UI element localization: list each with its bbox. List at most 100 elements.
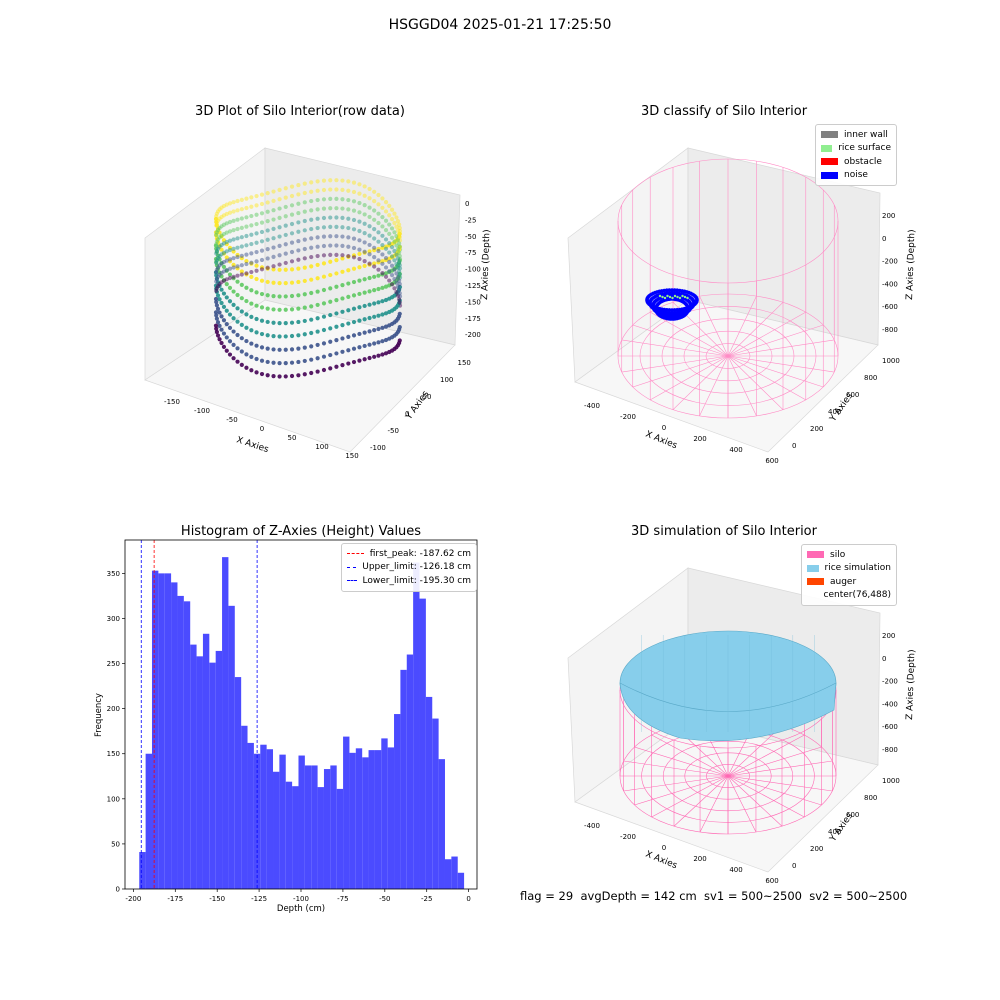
raw-point [271, 267, 276, 272]
raw-point [321, 274, 327, 279]
raw-point [271, 264, 276, 269]
raw-point [244, 243, 249, 248]
classify-3d-axes-box [567, 147, 881, 453]
silo-floor-spoke [727, 760, 833, 777]
raw-point [231, 302, 236, 307]
raw-point [244, 298, 249, 304]
raw-point [387, 256, 392, 261]
sim-z-tick-label: -400 [882, 700, 898, 708]
raw-point [259, 371, 265, 377]
raw-point [309, 189, 314, 194]
classify-x-tick-label: -400 [584, 402, 600, 410]
raw-point [302, 218, 307, 224]
raw-point [277, 253, 282, 258]
classify-z-tick-label: 0 [882, 235, 886, 243]
raw-point [254, 303, 259, 308]
raw-z-tick-label: -50 [465, 233, 476, 241]
histogram-bar [260, 744, 267, 889]
raw-point [289, 184, 295, 189]
raw-point [392, 286, 397, 291]
raw-point [265, 293, 270, 298]
raw-point [296, 279, 301, 285]
raw-point [309, 208, 314, 213]
raw-point [227, 285, 233, 290]
raw-point [283, 242, 288, 247]
histogram-y-tick-label: 300 [107, 615, 120, 623]
raw-point [283, 195, 288, 200]
raw-point [302, 181, 307, 186]
raw-point [383, 256, 389, 261]
legend-label: noise [844, 170, 868, 181]
raw-point [389, 226, 395, 231]
classify-z-label: Z Axies (Depth) [905, 229, 917, 300]
raw-y-label: Y Axies [404, 389, 432, 422]
raw-point [289, 360, 295, 365]
raw-point [214, 316, 219, 321]
silo-floor-spoke [699, 295, 729, 357]
raw-point [362, 184, 367, 189]
legend-line [347, 566, 357, 568]
raw-point [328, 366, 333, 371]
raw-point [340, 283, 345, 288]
raw-point [265, 219, 270, 224]
legend-swatch [821, 144, 833, 152]
silo-floor-spoke [699, 775, 729, 833]
raw-point [277, 215, 282, 221]
raw-point [376, 192, 381, 198]
raw-point [254, 276, 259, 282]
raw-point [334, 364, 339, 369]
legend-swatch [821, 171, 838, 179]
raw-point [227, 201, 233, 206]
raw-x-tick-label: 50 [288, 434, 297, 442]
raw-point [244, 258, 249, 264]
raw-point [244, 285, 249, 290]
noise-point [686, 306, 690, 310]
noise-point [665, 288, 669, 293]
raw-point [227, 299, 233, 304]
raw-point [244, 252, 249, 257]
raw-point [289, 193, 295, 199]
raw-point [334, 324, 339, 329]
raw-point [372, 261, 377, 266]
simulation-z-label: Z Axies (Depth) [905, 649, 917, 720]
raw-point [321, 253, 327, 258]
histogram-reference-lines [140, 540, 258, 889]
raw-point [231, 265, 236, 270]
raw-point [309, 180, 314, 185]
raw-y-tick-label: 50 [423, 393, 432, 401]
raw-point [321, 314, 327, 319]
silo-floor-spoke [727, 734, 805, 777]
raw-point [380, 224, 385, 229]
raw-point [283, 214, 288, 219]
raw-y-ticks: -100 -50 0 50 100 150 [370, 359, 471, 452]
raw-point [334, 271, 339, 276]
raw-point [362, 290, 367, 295]
silo-floor-spoke [727, 775, 757, 833]
raw-point [376, 286, 381, 292]
raw-point [239, 309, 244, 314]
histogram-bar [190, 644, 197, 889]
raw-point [328, 224, 333, 229]
raw-point [283, 361, 288, 366]
raw-point [277, 294, 282, 299]
raw-point [389, 207, 395, 212]
sim-x-tick-label: -400 [584, 822, 600, 830]
raw-point [219, 300, 224, 306]
histogram-y-tick-label: 100 [107, 795, 120, 803]
raw-point [235, 359, 240, 364]
raw-point [392, 220, 397, 226]
sim-x-tick-label: 400 [729, 866, 742, 874]
raw-point [334, 297, 339, 303]
noise-point [667, 308, 672, 312]
raw-point [340, 336, 345, 341]
raw-point [357, 219, 362, 224]
raw-point [315, 179, 320, 184]
raw-point [235, 254, 240, 260]
raw-point [219, 340, 224, 346]
raw-point [271, 320, 276, 325]
raw-point [254, 268, 259, 273]
raw-point [259, 220, 265, 225]
silo-floor-spoke [727, 775, 822, 806]
raw-point [395, 219, 401, 224]
raw-point [362, 212, 367, 217]
